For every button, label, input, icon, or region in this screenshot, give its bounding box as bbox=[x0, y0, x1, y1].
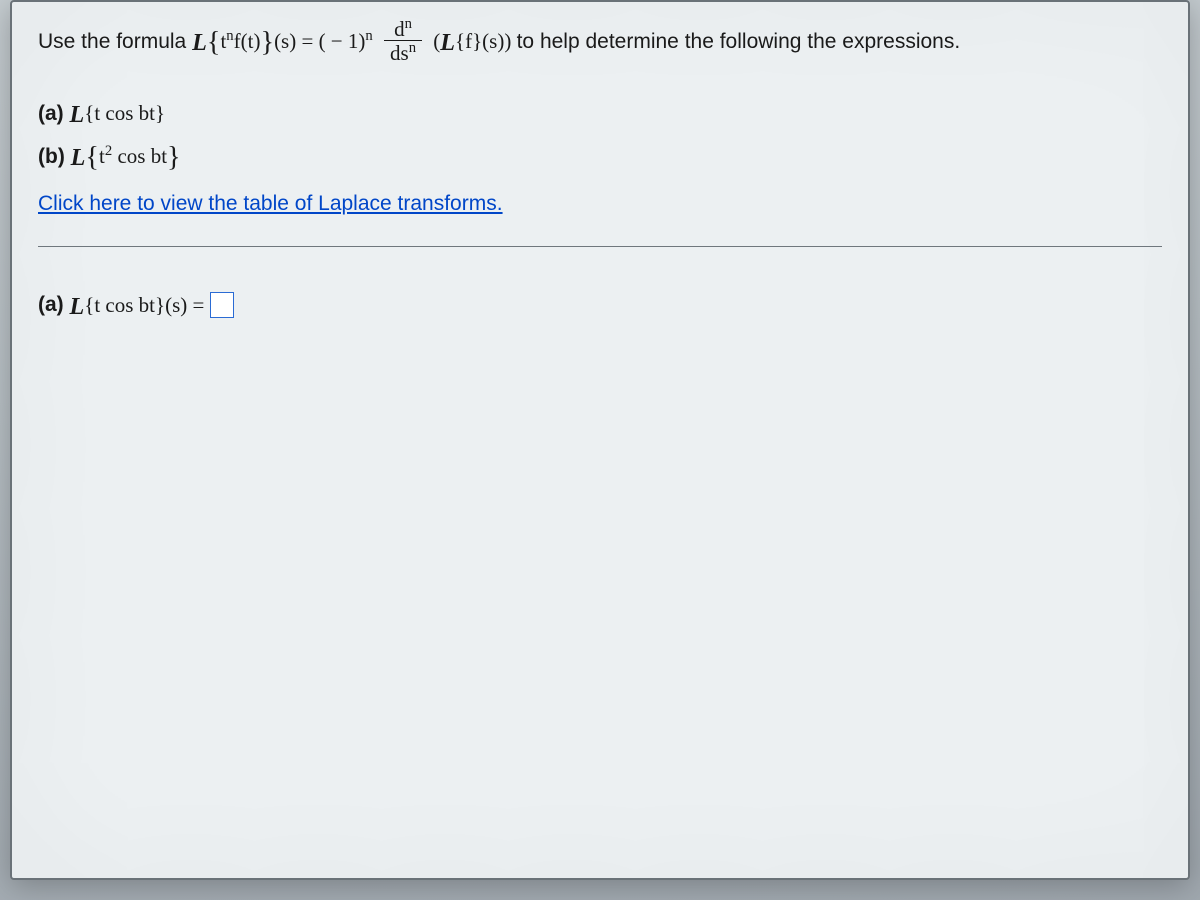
prompt-tail: to help determine the following the expr… bbox=[517, 30, 961, 53]
fraction: dn dsn bbox=[384, 19, 422, 64]
script-l-icon: L bbox=[440, 29, 455, 56]
part-a: (a) L{t cos bt} bbox=[38, 94, 1162, 133]
script-l-icon: L bbox=[70, 293, 85, 320]
answer-a-expr: L{t cos bt}(s) = bbox=[70, 291, 205, 319]
answer-a-input[interactable] bbox=[210, 292, 234, 318]
prompt-lead: Use the formula bbox=[38, 30, 192, 53]
answer-row-a: (a) L{t cos bt}(s) = bbox=[38, 291, 1162, 319]
part-b-label: (b) bbox=[38, 145, 65, 168]
question-sheet: Use the formula L{tnf(t)}(s) = ( − 1)n d… bbox=[10, 0, 1190, 880]
parts-list: (a) L{t cos bt} (b) L{t2 cos bt} bbox=[38, 94, 1162, 178]
part-a-expr: L{t cos bt} bbox=[70, 101, 166, 125]
script-l-icon: L bbox=[71, 144, 86, 171]
formula: L{tnf(t)}(s) = ( − 1)n dn dsn (L{f}(s)) bbox=[192, 29, 517, 53]
part-b-expr: L{t2 cos bt} bbox=[71, 144, 181, 168]
laplace-table-link[interactable]: Click here to view the table of Laplace … bbox=[38, 192, 503, 216]
script-l-icon: L bbox=[70, 101, 85, 128]
divider bbox=[38, 246, 1162, 247]
script-l-icon: L bbox=[192, 29, 207, 56]
prompt-text: Use the formula L{tnf(t)}(s) = ( − 1)n d… bbox=[38, 20, 1162, 66]
answer-a-label: (a) bbox=[38, 293, 64, 317]
part-a-label: (a) bbox=[38, 102, 64, 125]
part-b: (b) L{t2 cos bt} bbox=[38, 132, 1162, 177]
